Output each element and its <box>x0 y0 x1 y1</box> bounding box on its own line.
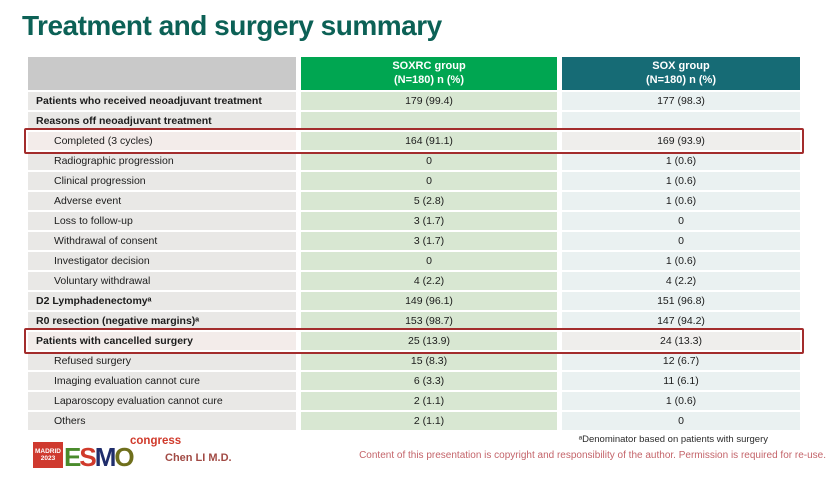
sox-value: 147 (94.2) <box>562 312 800 330</box>
sox-value: 1 (0.6) <box>562 192 800 210</box>
sox-value: 0 <box>562 212 800 230</box>
row-label: Completed (3 cycles) <box>28 132 296 150</box>
row-label: Radiographic progression <box>28 152 296 170</box>
sox-value: 12 (6.7) <box>562 352 800 370</box>
soxrc-value: 3 (1.7) <box>301 212 557 230</box>
soxrc-value: 153 (98.7) <box>301 312 557 330</box>
table-row: Loss to follow-up 3 (1.7) 0 <box>28 212 800 230</box>
page-title: Treatment and surgery summary <box>22 10 442 41</box>
table-row: Radiographic progression 0 1 (0.6) <box>28 152 800 170</box>
soxrc-value <box>301 112 557 130</box>
badge-year: 2023 <box>40 455 56 462</box>
table-row: D2 Lymphadenectomyᵃ 149 (96.1) 151 (96.8) <box>28 292 800 310</box>
esmo-letter: S <box>79 442 96 472</box>
soxrc-group-name: SOXRC group <box>392 59 466 72</box>
soxrc-group-n: (N=180) n (%) <box>394 73 464 86</box>
sox-value: 177 (98.3) <box>562 92 800 110</box>
header-cell-soxrc: SOXRC group (N=180) n (%) <box>301 57 557 90</box>
row-label: Loss to follow-up <box>28 212 296 230</box>
table-row: R0 resection (negative margins)ᵃ 153 (98.… <box>28 312 800 330</box>
table-header-row: SOXRC group (N=180) n (%) SOX group (N=1… <box>28 57 800 90</box>
sox-value: 151 (96.8) <box>562 292 800 310</box>
sox-value: 4 (2.2) <box>562 272 800 290</box>
row-label: Clinical progression <box>28 172 296 190</box>
sox-value: 0 <box>562 412 800 430</box>
soxrc-value: 15 (8.3) <box>301 352 557 370</box>
soxrc-value: 149 (96.1) <box>301 292 557 310</box>
esmo-wordmark: ESMO <box>64 442 135 472</box>
table-row: Adverse event 5 (2.8) 1 (0.6) <box>28 192 800 210</box>
madrid-2023-badge: MADRID 2023 <box>33 442 63 468</box>
table-row: Laparoscopy evaluation cannot cure 2 (1.1… <box>28 392 800 410</box>
table-row: Reasons off neoadjuvant treatment <box>28 112 800 130</box>
sox-value: 169 (93.9) <box>562 132 800 150</box>
soxrc-value: 5 (2.8) <box>301 192 557 210</box>
row-label: Withdrawal of consent <box>28 232 296 250</box>
sox-group-n: (N=180) n (%) <box>646 73 716 86</box>
row-label: Patients who received neoadjuvant treatm… <box>28 92 296 110</box>
table-row: Patients who received neoadjuvant treatm… <box>28 92 800 110</box>
esmo-letter: E <box>64 442 81 472</box>
summary-table: SOXRC group (N=180) n (%) SOX group (N=1… <box>24 57 804 432</box>
table-rows: Patients who received neoadjuvant treatm… <box>24 92 804 430</box>
sox-group-name: SOX group <box>652 59 710 72</box>
row-label: Adverse event <box>28 192 296 210</box>
table-row: Voluntary withdrawal 4 (2.2) 4 (2.2) <box>28 272 800 290</box>
row-label: Reasons off neoadjuvant treatment <box>28 112 296 130</box>
row-label: Refused surgery <box>28 352 296 370</box>
badge-city: MADRID <box>35 447 61 455</box>
sox-value: 11 (6.1) <box>562 372 800 390</box>
esmo-letter: O <box>114 442 134 472</box>
soxrc-value: 25 (13.9) <box>301 332 557 350</box>
header-cell-sox: SOX group (N=180) n (%) <box>562 57 800 90</box>
soxrc-value: 0 <box>301 152 557 170</box>
table-row: Clinical progression 0 1 (0.6) <box>28 172 800 190</box>
row-label: D2 Lymphadenectomyᵃ <box>28 292 296 310</box>
row-label: Voluntary withdrawal <box>28 272 296 290</box>
soxrc-value: 0 <box>301 172 557 190</box>
soxrc-value: 2 (1.1) <box>301 412 557 430</box>
soxrc-value: 0 <box>301 252 557 270</box>
row-label: Others <box>28 412 296 430</box>
header-cell-empty <box>28 57 296 90</box>
sox-value: 1 (0.6) <box>562 252 800 270</box>
copyright-notice: Content of this presentation is copyrigh… <box>359 450 826 461</box>
presenter-name: Chen LI M.D. <box>165 452 232 464</box>
table-row: Refused surgery 15 (8.3) 12 (6.7) <box>28 352 800 370</box>
row-label: Imaging evaluation cannot cure <box>28 372 296 390</box>
table-row: Imaging evaluation cannot cure 6 (3.3) 11 … <box>28 372 800 390</box>
table-footnote: ᵃDenominator based on patients with surg… <box>578 434 768 445</box>
soxrc-value: 3 (1.7) <box>301 232 557 250</box>
soxrc-value: 2 (1.1) <box>301 392 557 410</box>
row-label: R0 resection (negative margins)ᵃ <box>28 312 296 330</box>
table-row: Investigator decision 0 1 (0.6) <box>28 252 800 270</box>
table-row: Others 2 (1.1) 0 <box>28 412 800 430</box>
soxrc-value: 6 (3.3) <box>301 372 557 390</box>
congress-label: congress <box>130 435 182 447</box>
table-row: Patients with cancelled surgery 25 (13.9)… <box>24 328 804 354</box>
row-label: Laparoscopy evaluation cannot cure <box>28 392 296 410</box>
table-row: Withdrawal of consent 3 (1.7) 0 <box>28 232 800 250</box>
row-label: Investigator decision <box>28 252 296 270</box>
table-row: Completed (3 cycles) 164 (91.1) 169 (93.9) <box>24 128 804 154</box>
soxrc-value: 164 (91.1) <box>301 132 557 150</box>
esmo-congress-logo: MADRID 2023 ESMO congress <box>33 435 181 472</box>
soxrc-value: 4 (2.2) <box>301 272 557 290</box>
soxrc-value: 179 (99.4) <box>301 92 557 110</box>
sox-value: 1 (0.6) <box>562 152 800 170</box>
row-label: Patients with cancelled surgery <box>28 332 296 350</box>
sox-value <box>562 112 800 130</box>
sox-value: 24 (13.3) <box>562 332 800 350</box>
sox-value: 0 <box>562 232 800 250</box>
sox-value: 1 (0.6) <box>562 392 800 410</box>
sox-value: 1 (0.6) <box>562 172 800 190</box>
esmo-letter: M <box>94 442 117 472</box>
